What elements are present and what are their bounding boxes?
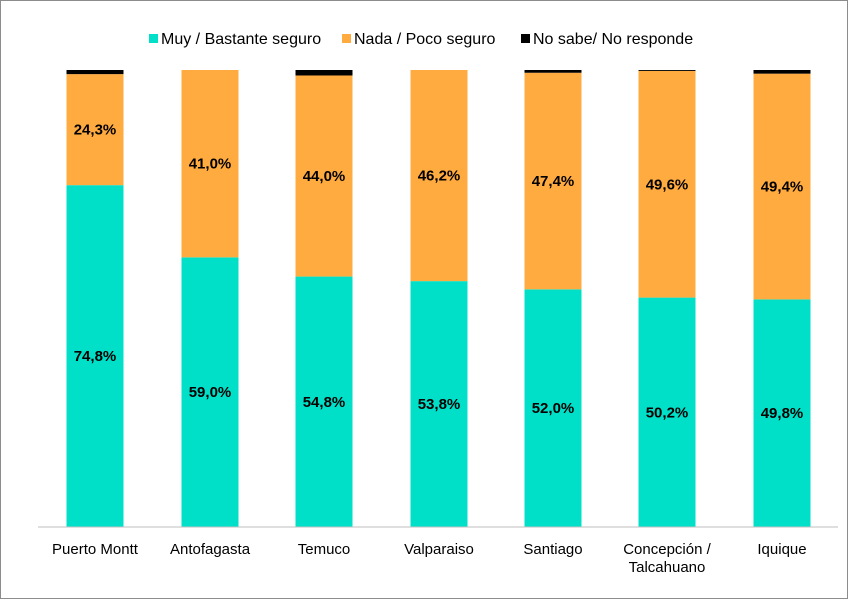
data-label-muy-bastante-seguro-valparaiso: 53,8% bbox=[418, 396, 461, 413]
bar-muy-bastante-seguro-concepcion-talcahuano bbox=[638, 297, 696, 527]
legend-label-muy-bastante-seguro: Muy / Bastante seguro bbox=[161, 31, 321, 48]
legend-label-nada-poco-seguro: Nada / Poco seguro bbox=[354, 31, 496, 48]
bar-no-sabe-no-responde-iquique bbox=[753, 70, 811, 74]
bars bbox=[66, 70, 811, 527]
bar-muy-bastante-seguro-valparaiso bbox=[410, 281, 468, 527]
bar-no-sabe-no-responde-puerto-montt bbox=[66, 70, 124, 75]
legend-swatch-muy-bastante-seguro bbox=[149, 34, 158, 43]
data-label-nada-poco-seguro-santiago: 47,4% bbox=[532, 173, 575, 190]
bar-no-sabe-no-responde-temuco bbox=[295, 70, 353, 76]
bar-nada-poco-seguro-valparaiso bbox=[410, 70, 468, 282]
bar-muy-bastante-seguro-temuco bbox=[295, 276, 353, 527]
category-label-puerto-montt: Puerto Montt bbox=[52, 541, 139, 558]
category-label-iquique: Iquique bbox=[757, 541, 806, 558]
data-label-muy-bastante-seguro-santiago: 52,0% bbox=[532, 400, 575, 417]
data-label-nada-poco-seguro-concepcion-talcahuano: 49,6% bbox=[646, 176, 689, 193]
legend-swatch-no-sabe-no-responde bbox=[521, 34, 530, 43]
category-label-santiago: Santiago bbox=[523, 541, 582, 558]
legend-label-no-sabe-no-responde: No sabe/ No responde bbox=[533, 31, 693, 48]
data-label-muy-bastante-seguro-puerto-montt: 74,8% bbox=[74, 348, 117, 365]
legend-swatch-nada-poco-seguro bbox=[342, 34, 351, 43]
data-label-muy-bastante-seguro-antofagasta: 59,0% bbox=[189, 384, 232, 401]
bar-nada-poco-seguro-antofagasta bbox=[181, 70, 239, 258]
data-label-muy-bastante-seguro-concepcion-talcahuano: 50,2% bbox=[646, 404, 689, 421]
bar-no-sabe-no-responde-santiago bbox=[524, 70, 582, 73]
bar-nada-poco-seguro-puerto-montt bbox=[66, 74, 124, 186]
category-label-concepcion-talcahuano: Concepción / Talcahuano bbox=[623, 541, 711, 576]
data-label-nada-poco-seguro-antofagasta: 41,0% bbox=[189, 156, 232, 173]
data-label-nada-poco-seguro-temuco: 44,0% bbox=[303, 168, 346, 185]
data-labels: 74,8% 24,3% 59,0% 41,0% 54,8% 44,0% 53,8% 46,2%… bbox=[74, 122, 804, 423]
category-label-valparaiso: Valparaiso bbox=[404, 541, 474, 558]
data-label-muy-bastante-seguro-iquique: 49,8% bbox=[761, 405, 804, 422]
data-label-nada-poco-seguro-iquique: 49,4% bbox=[761, 179, 804, 196]
legend: Muy / Bastante seguro Nada / Poco seguro N… bbox=[149, 31, 693, 48]
bar-no-sabe-no-responde-concepcion-talcahuano bbox=[638, 70, 696, 71]
bar-muy-bastante-seguro-santiago bbox=[524, 289, 582, 527]
bar-muy-bastante-seguro-puerto-montt bbox=[66, 185, 124, 527]
bar-muy-bastante-seguro-iquique bbox=[753, 299, 811, 527]
category-label-antofagasta: Antofagasta bbox=[170, 541, 251, 558]
bar-nada-poco-seguro-concepcion-talcahuano bbox=[638, 70, 696, 298]
data-label-muy-bastante-seguro-temuco: 54,8% bbox=[303, 394, 346, 411]
category-labels: Puerto Montt Antofagasta Temuco Valparaiso S… bbox=[52, 541, 807, 576]
bar-muy-bastante-seguro-antofagasta bbox=[181, 257, 239, 527]
bar-nada-poco-seguro-iquique bbox=[753, 73, 811, 300]
bar-nada-poco-seguro-temuco bbox=[295, 75, 353, 277]
bar-nada-poco-seguro-santiago bbox=[524, 72, 582, 290]
data-label-nada-poco-seguro-valparaiso: 46,2% bbox=[418, 168, 461, 185]
category-label-temuco: Temuco bbox=[298, 541, 351, 558]
data-label-nada-poco-seguro-puerto-montt: 24,3% bbox=[74, 122, 117, 139]
